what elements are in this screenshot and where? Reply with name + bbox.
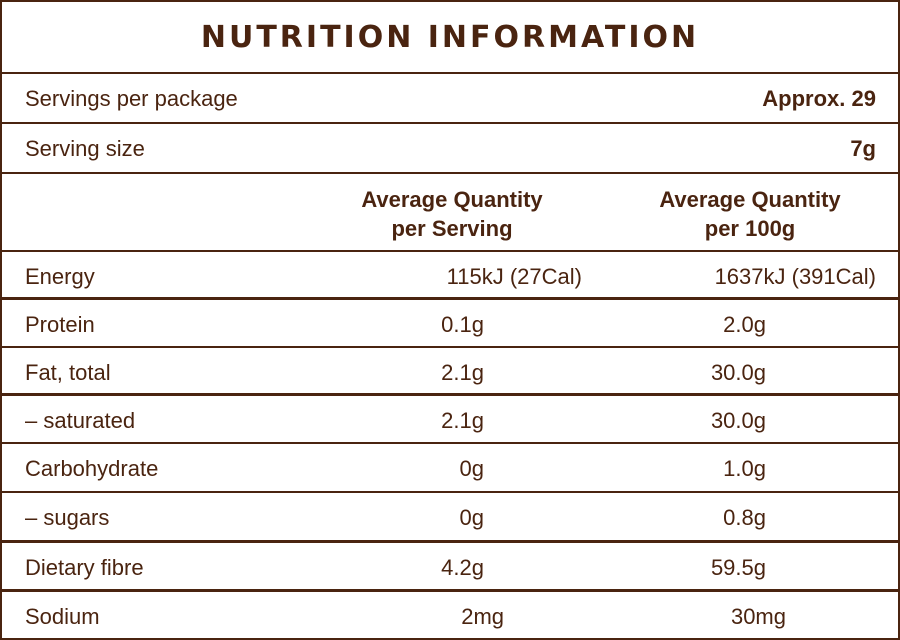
nutrient-name: Protein <box>25 312 95 337</box>
serving-size-value: 7g <box>850 136 876 161</box>
nutrient-per-serving: 4.2g <box>441 555 484 580</box>
per-serving-header-line1: Average Quantity <box>361 187 543 212</box>
per-100g-header-line1: Average Quantity <box>659 187 841 212</box>
nutrient-per-100g: 0.8g <box>723 505 766 530</box>
nutrient-name: Carbohydrate <box>25 456 159 481</box>
nutrient-row-carbohydrate: Carbohydrate 0g 1.0g <box>2 444 898 493</box>
nutrient-per-serving: 2.1g <box>441 360 484 385</box>
nutrient-per-serving: 115kJ (27Cal) <box>446 264 582 289</box>
nutrient-row-dietary-fibre: Dietary fibre 4.2g 59.5g <box>2 543 898 592</box>
nutrient-per-serving: 0.1g <box>441 312 484 337</box>
per-serving-header-line2: per Serving <box>391 216 513 241</box>
nutrient-per-100g: 30.0g <box>710 360 766 385</box>
nutrient-row-saturated: – saturated 2.1g 30.0g <box>2 396 898 444</box>
title-row: NUTRITION INFORMATION <box>2 2 898 74</box>
column-header-row: Average Quantity per Serving Average Qua… <box>2 174 898 252</box>
serving-size-label: Serving size <box>25 136 145 161</box>
nutrient-row-protein: Protein 0.1g 2.0g <box>2 300 898 348</box>
nutrient-per-serving: 0g <box>459 456 484 481</box>
per-100g-header-line2: per 100g <box>704 216 796 241</box>
nutrient-per-serving: 0g <box>459 505 484 530</box>
servings-per-package-value: Approx. 29 <box>762 86 876 111</box>
servings-per-package-row: Servings per package Approx. 29 <box>2 74 898 124</box>
nutrient-per-serving: 2mg <box>461 604 504 629</box>
nutrient-name: – saturated <box>25 408 136 433</box>
panel-title: NUTRITION INFORMATION <box>200 19 700 55</box>
nutrient-name: Fat, total <box>25 360 111 385</box>
nutrient-row-sugars: – sugars 0g 0.8g <box>2 493 898 543</box>
serving-size-row: Serving size 7g <box>2 124 898 174</box>
nutrient-per-100g: 1637kJ (391Cal) <box>714 264 876 289</box>
nutrient-per-100g: 30.0g <box>710 408 766 433</box>
per-serving-header: Average Quantity per Serving <box>302 185 602 243</box>
nutrient-name: Sodium <box>25 604 100 629</box>
nutrient-name: Energy <box>25 264 95 289</box>
nutrient-name: Dietary fibre <box>25 555 144 580</box>
nutrient-row-sodium: Sodium 2mg 30mg <box>2 592 898 638</box>
servings-per-package-label: Servings per package <box>25 86 238 111</box>
nutrient-per-100g: 1.0g <box>723 456 766 481</box>
nutrient-per-100g: 30mg <box>730 604 786 629</box>
nutrient-per-100g: 59.5g <box>710 555 766 580</box>
nutrient-row-energy: Energy 115kJ (27Cal) 1637kJ (391Cal) <box>2 252 898 300</box>
nutrient-name: – sugars <box>25 505 110 530</box>
nutrient-row-fat-total: Fat, total 2.1g 30.0g <box>2 348 898 396</box>
nutrient-per-serving: 2.1g <box>441 408 484 433</box>
per-100g-header: Average Quantity per 100g <box>600 185 900 243</box>
nutrient-per-100g: 2.0g <box>723 312 766 337</box>
